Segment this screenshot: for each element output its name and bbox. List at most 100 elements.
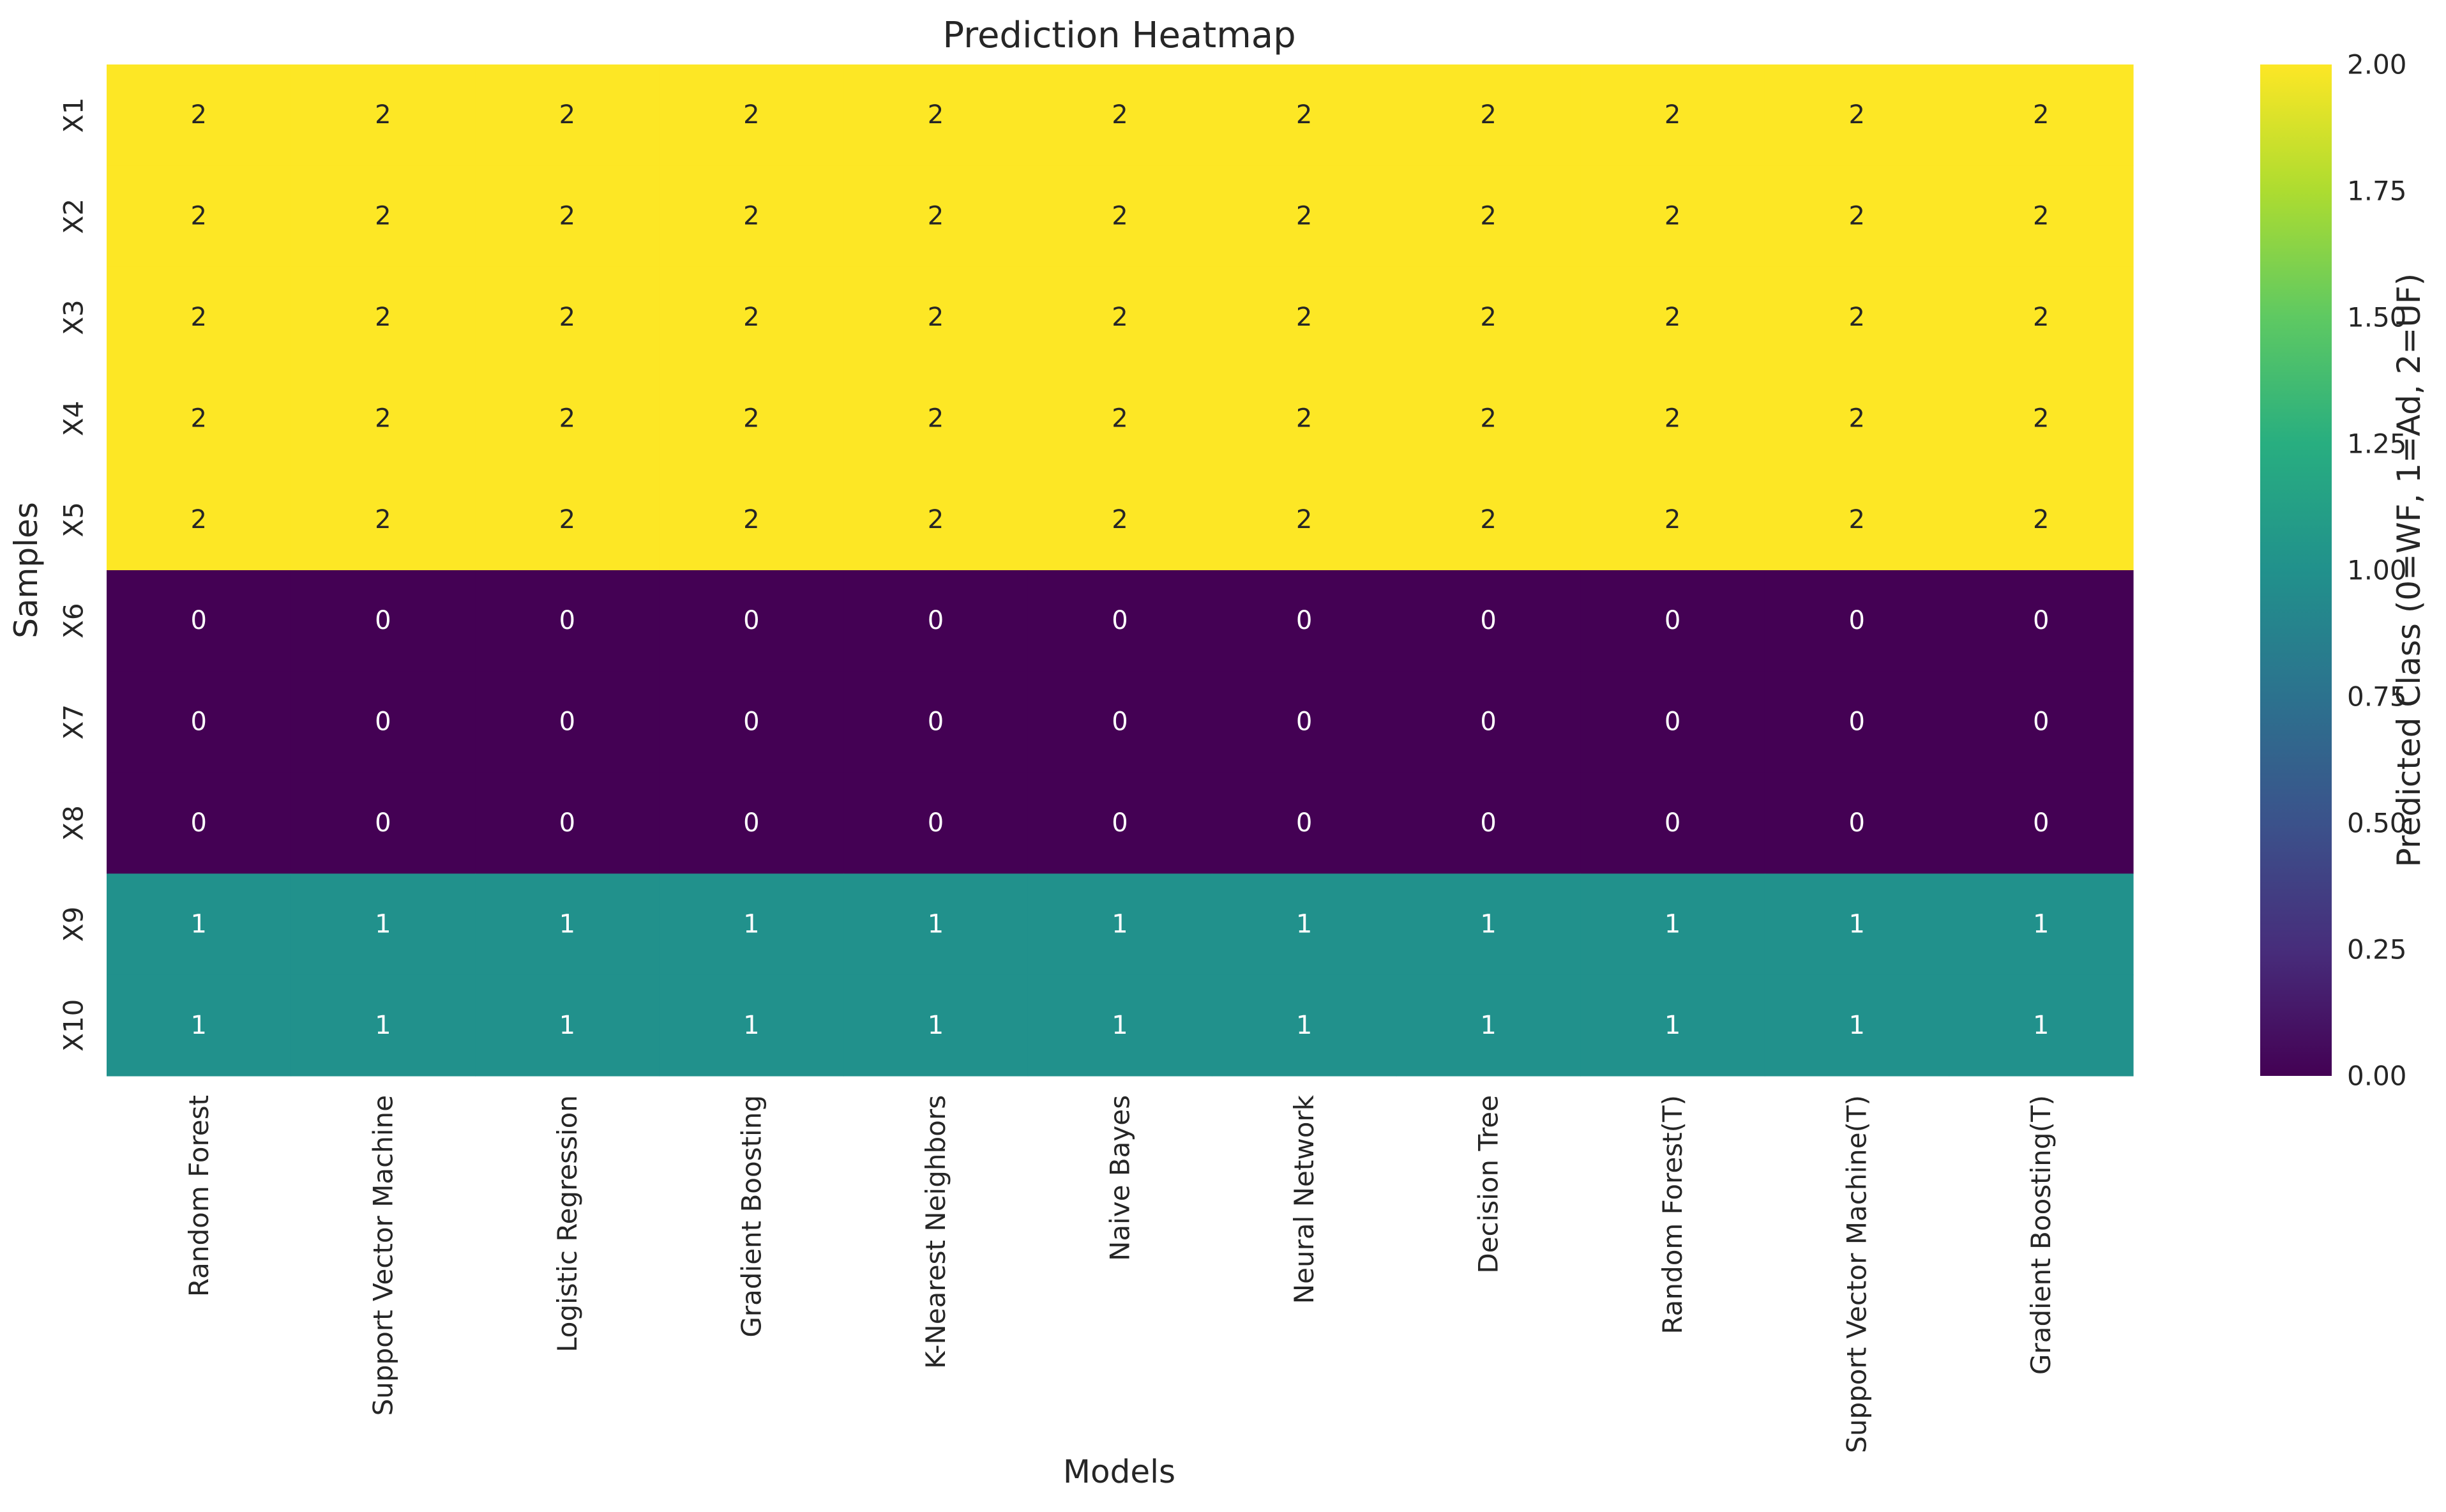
heatmap-cell-value: 2 xyxy=(1848,505,1864,534)
x-tick-label: Support Vector Machine(T) xyxy=(1841,1095,1873,1453)
heatmap-cell xyxy=(1027,469,1212,571)
heatmap-cell xyxy=(1580,570,1765,672)
heatmap-cell-labels: 2 2 2 2 2 2 2 2 2 2 2 2 2 2 2 2 2 2 2 2 2 2 2 2 2 2 2 2 2 2 2 2 2 2 2 2 2 2 2 2… xyxy=(191,100,2050,1040)
heatmap-cell xyxy=(291,974,476,1077)
heatmap-cell-value: 0 xyxy=(2033,808,2049,838)
heatmap-cell xyxy=(659,266,844,368)
heatmap-cell-value: 0 xyxy=(191,707,207,737)
heatmap-cell-value: 2 xyxy=(1480,404,1496,433)
heatmap-cell-value: 2 xyxy=(743,303,759,332)
heatmap-cell xyxy=(659,974,844,1077)
heatmap-cell-value: 2 xyxy=(1112,404,1128,433)
heatmap-cell-value: 1 xyxy=(1848,1011,1864,1040)
heatmap-cell-value: 0 xyxy=(1480,606,1496,635)
heatmap-cell xyxy=(107,570,292,672)
heatmap-cell-value: 2 xyxy=(2033,505,2049,534)
heatmap-cell-value: 0 xyxy=(1665,606,1680,635)
heatmap-cell-value: 2 xyxy=(1480,303,1496,332)
heatmap-cell xyxy=(475,873,660,976)
heatmap-cell-value: 1 xyxy=(191,909,207,939)
heatmap-cell-value: 2 xyxy=(2033,404,2049,433)
chart-title: Prediction Heatmap xyxy=(942,15,1295,56)
heatmap-cell xyxy=(1949,469,2134,571)
heatmap-cell-value: 1 xyxy=(743,1011,759,1040)
heatmap-cell xyxy=(1949,873,2134,976)
x-tick-label: Support Vector Machine xyxy=(367,1095,398,1416)
heatmap-cell xyxy=(475,671,660,773)
heatmap-cell xyxy=(1580,64,1765,166)
x-axis-label: Models xyxy=(1063,1453,1175,1490)
x-tick-label: Naive Bayes xyxy=(1105,1095,1136,1261)
heatmap-cell-value: 2 xyxy=(1665,202,1680,231)
heatmap-cell xyxy=(843,772,1029,874)
heatmap-cell-value: 1 xyxy=(1848,909,1864,939)
heatmap-cell-value: 2 xyxy=(1296,303,1312,332)
heatmap-cell xyxy=(107,772,292,874)
y-tick-label: X4 xyxy=(58,401,89,437)
heatmap-cell-value: 1 xyxy=(928,909,944,939)
heatmap-cell xyxy=(475,64,660,166)
heatmap-cell xyxy=(1949,671,2134,773)
heatmap-cell xyxy=(1396,772,1581,874)
heatmap-cell xyxy=(1580,469,1765,571)
heatmap-cell-value: 1 xyxy=(559,1011,575,1040)
heatmap-cell xyxy=(659,873,844,976)
heatmap-cell-value: 0 xyxy=(375,606,391,635)
heatmap-cell-value: 0 xyxy=(1112,808,1128,838)
x-tick-label: Decision Tree xyxy=(1473,1095,1504,1274)
heatmap-cell xyxy=(1396,165,1581,268)
heatmap-cell xyxy=(659,570,844,672)
colorbar-tick-label: 1.25 xyxy=(2347,428,2407,460)
heatmap-cell xyxy=(1212,570,1397,672)
heatmap-cell-value: 2 xyxy=(1665,404,1680,433)
heatmap-cell xyxy=(843,671,1029,773)
heatmap-cell-value: 0 xyxy=(1296,707,1312,737)
heatmap-cell-value: 1 xyxy=(559,909,575,939)
heatmap-cell xyxy=(107,873,292,976)
heatmap-cell xyxy=(1396,469,1581,571)
heatmap-cell-value: 2 xyxy=(2033,100,2049,130)
heatmap-cell xyxy=(843,266,1029,368)
heatmap-cell xyxy=(107,469,292,571)
heatmap-cell-value: 2 xyxy=(1296,100,1312,130)
heatmap-cell-value: 2 xyxy=(559,505,575,534)
heatmap-cell xyxy=(107,974,292,1077)
heatmap-cell xyxy=(1764,469,1950,571)
y-axis-label: Samples xyxy=(8,502,45,639)
heatmap-cell-value: 2 xyxy=(1665,303,1680,332)
heatmap-cell xyxy=(475,368,660,470)
heatmap-cell-value: 1 xyxy=(2033,1011,2049,1040)
heatmap-cell-value: 0 xyxy=(191,808,207,838)
heatmap-cell xyxy=(1580,873,1765,976)
heatmap-cell-value: 0 xyxy=(1848,808,1864,838)
heatmap-cell-value: 0 xyxy=(1848,606,1864,635)
heatmap-cell-value: 0 xyxy=(1112,707,1128,737)
heatmap-cell-value: 2 xyxy=(1296,404,1312,433)
heatmap-cell-value: 2 xyxy=(2033,202,2049,231)
heatmap-cell-value: 1 xyxy=(1112,1011,1128,1040)
heatmap-cell xyxy=(1027,974,1212,1077)
heatmap-cell xyxy=(1949,772,2134,874)
heatmap-cell xyxy=(291,165,476,268)
heatmap-cell-value: 0 xyxy=(375,808,391,838)
colorbar-tick-label: 0.00 xyxy=(2347,1061,2407,1092)
heatmap-cell-value: 2 xyxy=(191,404,207,433)
heatmap-cell xyxy=(1396,671,1581,773)
heatmap-cell-value: 0 xyxy=(1665,707,1680,737)
heatmap-cell xyxy=(659,772,844,874)
heatmap-cell xyxy=(1396,368,1581,470)
colorbar-ticks: 0.00 0.25 0.50 0.75 1.00 1.25 1.50 1.75 2.00 xyxy=(2347,49,2407,1092)
y-tick-label: X1 xyxy=(58,97,89,133)
heatmap-cell xyxy=(291,570,476,672)
heatmap-cell xyxy=(1764,873,1950,976)
heatmap-cell-value: 2 xyxy=(375,100,391,130)
heatmap-cell xyxy=(1027,570,1212,672)
heatmap-cell-value: 1 xyxy=(1296,909,1312,939)
heatmap-cell xyxy=(475,772,660,874)
y-tick-label: X10 xyxy=(58,999,89,1052)
heatmap-cell xyxy=(1949,368,2134,470)
heatmap-cell xyxy=(1764,165,1950,268)
heatmap-cell-value: 2 xyxy=(559,100,575,130)
